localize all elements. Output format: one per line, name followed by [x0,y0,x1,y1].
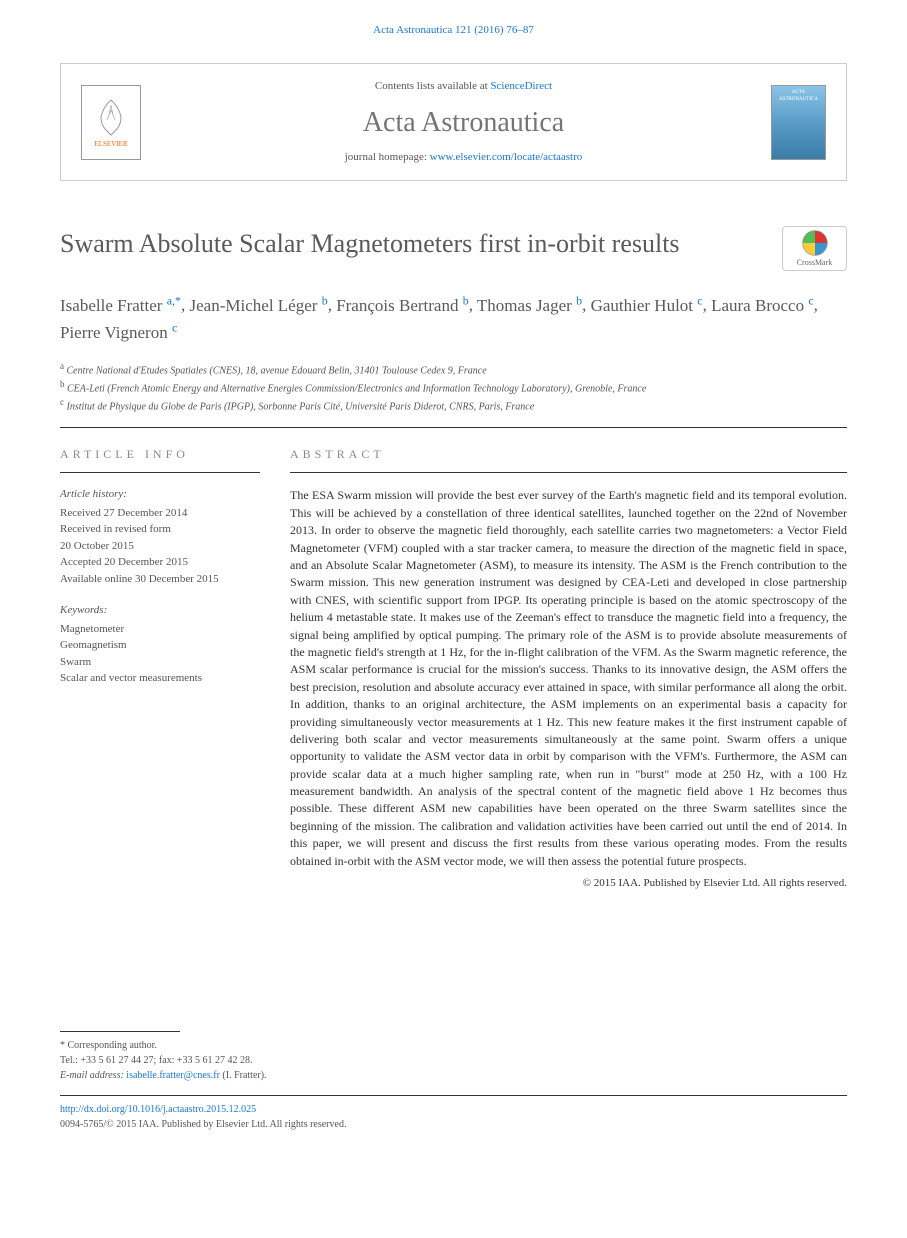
elsevier-label: ELSEVIER [94,140,127,150]
keyword-item: Geomagnetism [60,637,260,654]
history-item: Accepted 20 December 2015 [60,554,260,571]
author: Pierre Vigneron c [60,323,177,342]
journal-title: Acta Astronautica [156,103,771,142]
title-row: Swarm Absolute Scalar Magnetometers firs… [60,226,847,271]
crossmark-badge[interactable]: CrossMark [782,226,847,271]
corr-email-line: E-mail address: isabelle.fratter@cnes.fr… [60,1068,847,1083]
contents-available-text: Contents lists available at ScienceDirec… [156,79,771,94]
journal-cover-thumbnail[interactable]: ACTA ASTRONAUTICA [771,85,826,160]
footer: * Corresponding author. Tel.: +33 5 61 2… [0,1031,907,1162]
article-info-column: article info Article history: Received 2… [60,446,260,892]
author: François Bertrand b [336,296,469,315]
abstract-copyright: © 2015 IAA. Published by Elsevier Ltd. A… [290,876,847,891]
issn-copyright: 0094-5765/© 2015 IAA. Published by Elsev… [60,1117,847,1132]
info-abstract-columns: article info Article history: Received 2… [60,446,847,892]
keyword-item: Swarm [60,654,260,671]
author: Isabelle Fratter a,* [60,296,181,315]
corr-label: * Corresponding author. [60,1038,847,1053]
author: Jean-Michel Léger b [190,296,328,315]
homepage-line: journal homepage: www.elsevier.com/locat… [156,150,771,165]
sciencedirect-link[interactable]: ScienceDirect [490,80,552,92]
abstract-label: abstract [290,446,847,474]
citation-link[interactable]: Acta Astronautica 121 (2016) 76–87 [373,24,534,36]
doi-link[interactable]: http://dx.doi.org/10.1016/j.actaastro.20… [60,1104,256,1115]
elsevier-logo[interactable]: ELSEVIER [81,85,141,160]
corresponding-author: * Corresponding author. Tel.: +33 5 61 2… [60,1038,847,1083]
crossmark-label: CrossMark [797,257,833,268]
history-item: Available online 30 December 2015 [60,571,260,588]
homepage-link[interactable]: www.elsevier.com/locate/actaastro [430,151,583,163]
abstract-text: The ESA Swarm mission will provide the b… [290,487,847,870]
footer-divider [60,1031,180,1032]
keywords-label: Keywords: [60,603,260,618]
elsevier-tree-icon [91,95,131,140]
affiliation: a Centre National d'Etudes Spatiales (CN… [60,360,847,378]
contents-box: ELSEVIER Contents lists available at Sci… [60,63,847,181]
history-item: 20 October 2015 [60,538,260,555]
history-label: Article history: [60,487,260,502]
abstract-column: abstract The ESA Swarm mission will prov… [290,446,847,892]
corr-tel: Tel.: +33 5 61 27 44 27; fax: +33 5 61 2… [60,1053,847,1068]
author: Thomas Jager b [477,296,582,315]
affiliations: a Centre National d'Etudes Spatiales (CN… [60,360,847,428]
affiliation: c Institut de Physique du Globe de Paris… [60,396,847,414]
keyword-item: Scalar and vector measurements [60,670,260,687]
keyword-item: Magnetometer [60,621,260,638]
authors-list: Isabelle Fratter a,*, Jean-Michel Léger … [60,291,847,345]
article-info-label: article info [60,446,260,474]
email-link[interactable]: isabelle.fratter@cnes.fr [126,1070,220,1081]
doi-block: http://dx.doi.org/10.1016/j.actaastro.20… [60,1095,847,1132]
page-header: Acta Astronautica 121 (2016) 76–87 [0,0,907,48]
article-title: Swarm Absolute Scalar Magnetometers firs… [60,226,767,262]
author: Gauthier Hulot c [591,296,703,315]
article-body: Swarm Absolute Scalar Magnetometers firs… [0,196,907,911]
affiliation: b CEA-Leti (French Atomic Energy and Alt… [60,378,847,396]
contents-center: Contents lists available at ScienceDirec… [156,79,771,165]
history-item: Received 27 December 2014 [60,505,260,522]
crossmark-icon [801,229,829,257]
history-item: Received in revised form [60,521,260,538]
author: Laura Brocco c [711,296,814,315]
